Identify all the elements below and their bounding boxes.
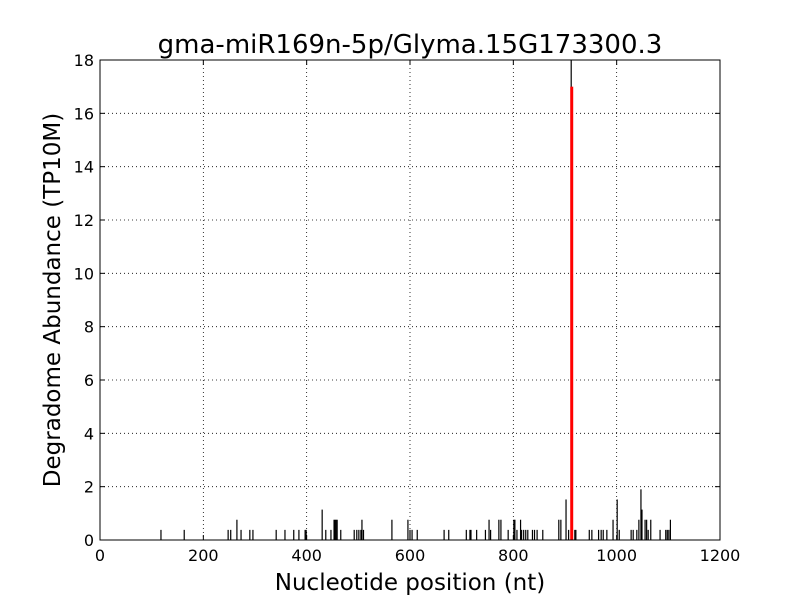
x-tick-label: 1000 bbox=[596, 546, 637, 565]
y-tick-label: 6 bbox=[84, 371, 94, 390]
chart-title: gma-miR169n-5p/Glyma.15G173300.3 bbox=[158, 30, 663, 60]
x-tick-label: 600 bbox=[395, 546, 426, 565]
y-axis-label: Degradome Abundance (TP10M) bbox=[40, 113, 66, 487]
y-tick-label: 8 bbox=[84, 318, 94, 337]
x-tick-label: 400 bbox=[291, 546, 322, 565]
y-tick-label: 2 bbox=[84, 478, 94, 497]
highlight-bar bbox=[570, 86, 574, 541]
x-tick-label: 1200 bbox=[700, 546, 741, 565]
y-tick-label: 10 bbox=[74, 264, 94, 283]
y-tick-label: 16 bbox=[74, 104, 94, 123]
y-tick-label: 4 bbox=[84, 424, 94, 443]
x-tick-label: 200 bbox=[188, 546, 219, 565]
x-tick-label: 800 bbox=[498, 546, 529, 565]
y-tick-label: 0 bbox=[84, 531, 94, 550]
y-tick-label: 14 bbox=[74, 158, 94, 177]
y-tick-label: 18 bbox=[74, 51, 94, 70]
x-tick-label: 0 bbox=[95, 546, 105, 565]
x-axis-label: Nucleotide position (nt) bbox=[275, 570, 545, 596]
y-tick-label: 12 bbox=[74, 211, 94, 230]
plot-frame bbox=[99, 59, 721, 541]
